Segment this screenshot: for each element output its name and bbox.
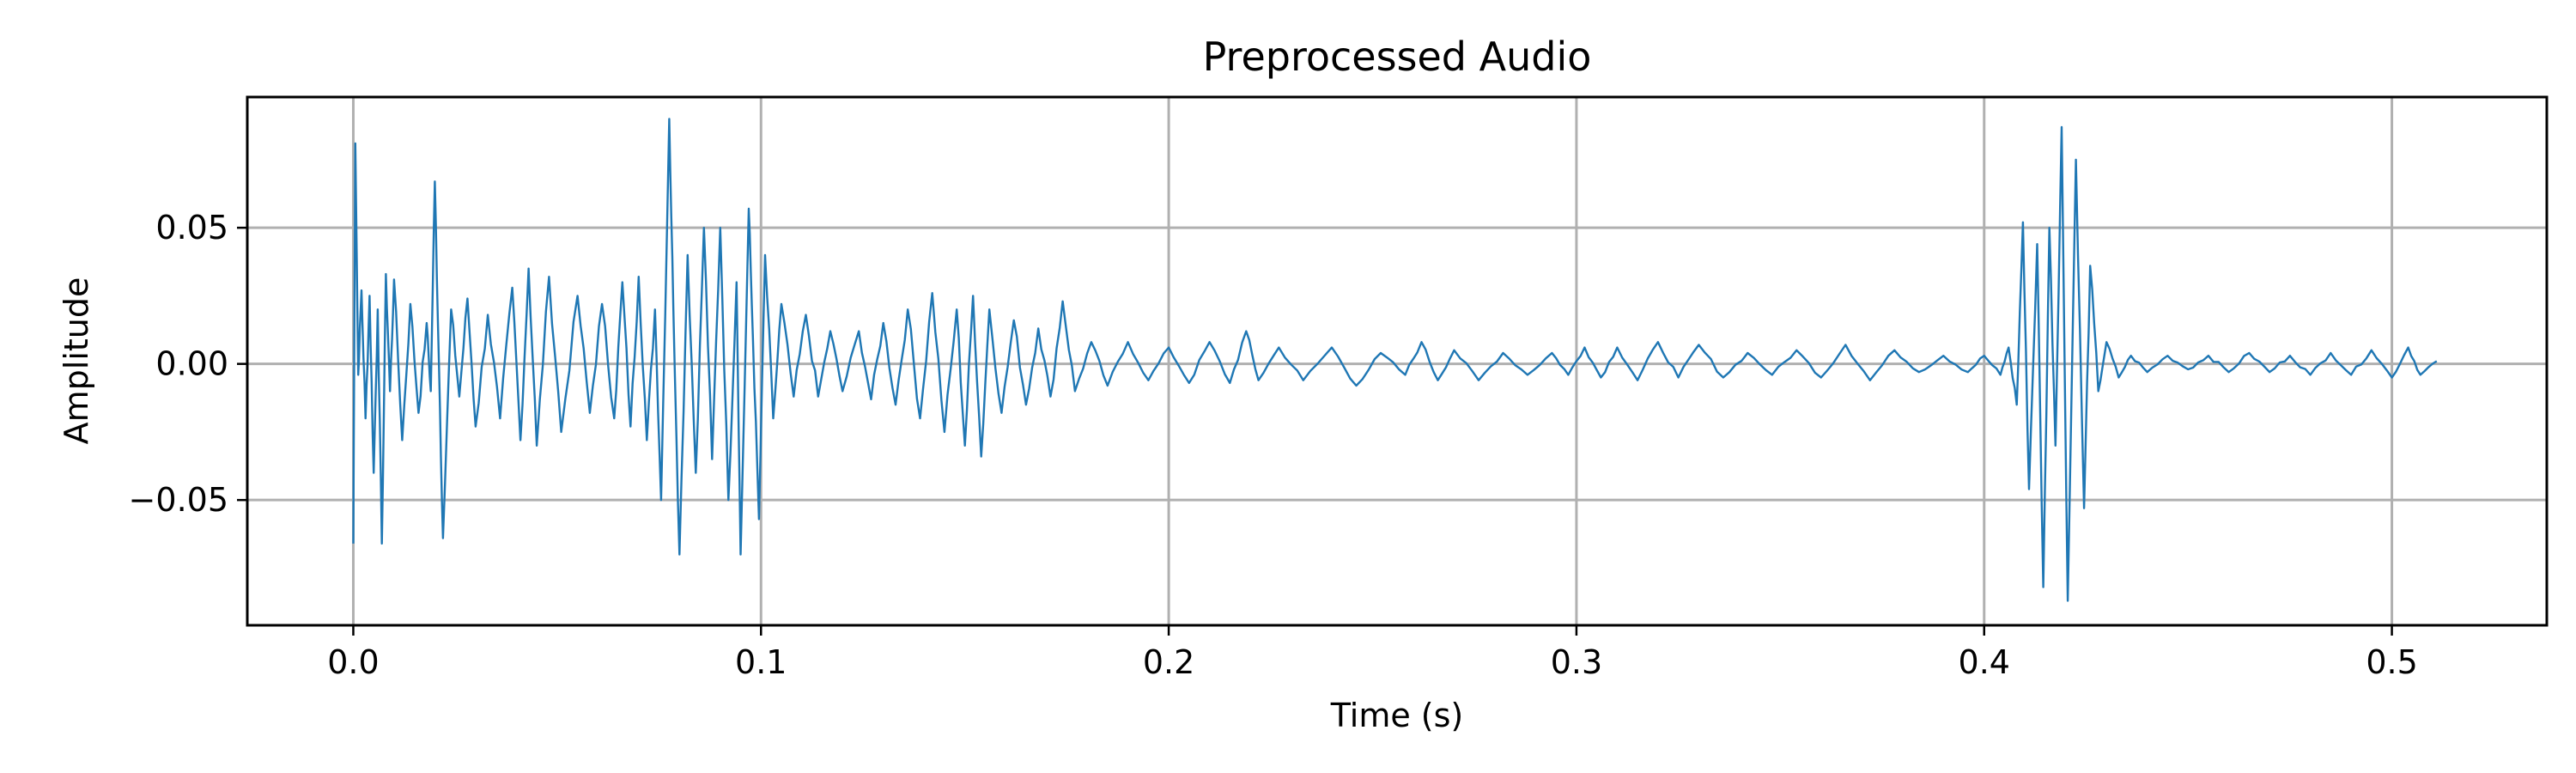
series-line-waveform <box>352 118 2438 602</box>
y-grid-lines <box>247 226 2547 502</box>
x-tick-label: 0.4 <box>1959 643 2010 681</box>
y-axis-label: Amplitude <box>58 277 95 445</box>
x-tick-label: 0.3 <box>1551 643 1602 681</box>
y-axis-ticks: −0.05 0.00 0.05 <box>129 209 247 519</box>
chart-title: Preprocessed Audio <box>1203 33 1592 80</box>
y-tick-label: 0.00 <box>155 345 228 383</box>
y-tick-label: 0.05 <box>155 209 228 247</box>
x-axis-label: Time (s) <box>1330 697 1464 734</box>
x-tick-label: 0.2 <box>1143 643 1194 681</box>
plot-frame <box>246 95 2549 627</box>
x-tick-label: 0.5 <box>2366 643 2417 681</box>
x-axis-ticks: 0.0 0.1 0.2 0.3 0.4 0.5 <box>327 625 2418 681</box>
x-tick-label: 0.1 <box>735 643 787 681</box>
y-tick-label: −0.05 <box>129 481 228 519</box>
x-tick-label: 0.0 <box>327 643 379 681</box>
